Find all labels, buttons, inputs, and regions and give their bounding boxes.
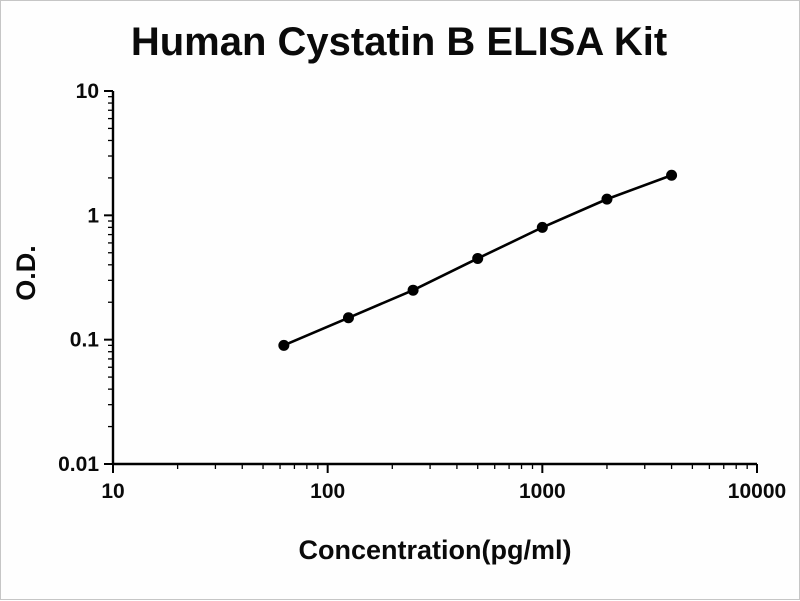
x-tick-label: 10000	[728, 480, 786, 503]
y-tick-label: 0.1	[70, 329, 100, 352]
x-tick-label: 1000	[519, 480, 566, 503]
data-point	[407, 284, 419, 296]
x-tick-label: 100	[310, 480, 345, 503]
y-axis-label: O.D.	[11, 245, 41, 301]
y-tick-label: 0.01	[58, 453, 99, 476]
data-point	[666, 169, 678, 181]
chart-title: Human Cystatin B ELISA Kit	[131, 20, 667, 64]
y-tick-label: 10	[76, 80, 99, 103]
axes	[111, 91, 757, 466]
data-point	[472, 252, 484, 264]
y-tick-label: 1	[87, 204, 99, 227]
x-tick-label: 10	[101, 480, 124, 503]
data-point	[278, 339, 290, 351]
data-point	[601, 193, 613, 205]
axis-ticks	[104, 90, 758, 473]
data-point	[536, 221, 548, 233]
data-point	[342, 312, 354, 324]
standard-curve-series	[278, 169, 678, 351]
x-axis-label: Concentration(pg/ml)	[299, 535, 572, 565]
